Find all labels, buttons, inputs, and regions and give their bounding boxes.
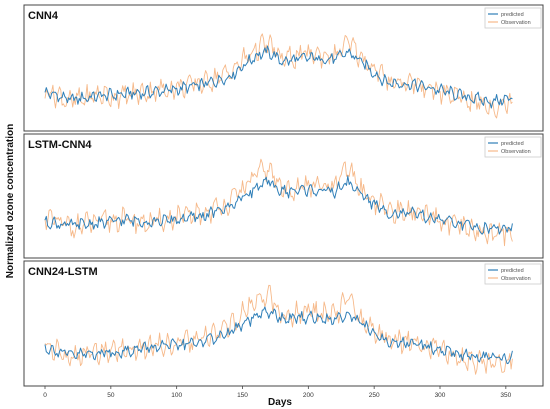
legend-label: Observation <box>501 276 531 282</box>
chart-panel: CNN24-LSTM predicted Observation <box>23 260 544 387</box>
observation-series-line <box>44 33 513 119</box>
legend-box <box>484 7 542 29</box>
x-axis-ticks: 0 50 100 150 200 250 300 350 <box>43 386 512 399</box>
y-axis-label: Normalized ozone concentration <box>5 124 16 278</box>
x-tick-label: 150 <box>237 392 248 399</box>
panel-frame <box>23 260 544 387</box>
chart-panel: LSTM-CNN4 predicted Observation <box>23 133 544 259</box>
panel-title: LSTM-CNN4 <box>28 139 92 151</box>
x-tick-label: 300 <box>435 392 446 399</box>
chart-panels: CNN4 predicted Observation LSTM-CNN4 predict… <box>23 4 544 387</box>
predicted-series-line <box>44 306 513 365</box>
x-tick-label: 100 <box>171 392 182 399</box>
observation-series-line <box>44 158 513 247</box>
panel-frame <box>23 4 544 132</box>
observation-series-line <box>44 284 513 375</box>
chart-panel: CNN4 predicted Observation <box>23 4 544 132</box>
x-tick-label: 350 <box>500 392 511 399</box>
x-axis-label: Days <box>268 397 292 408</box>
panel-title: CNN24-LSTM <box>28 266 98 278</box>
x-tick-label: 0 <box>43 392 47 399</box>
legend-label: predicted <box>501 12 524 18</box>
legend-box <box>484 136 542 158</box>
panel-title: CNN4 <box>28 10 59 22</box>
legend-label: predicted <box>501 141 524 147</box>
x-tick-label: 200 <box>303 392 314 399</box>
predicted-series-line <box>44 175 513 235</box>
x-tick-label: 250 <box>369 392 380 399</box>
predicted-series-line <box>44 45 513 109</box>
legend-box <box>484 263 542 285</box>
legend-label: predicted <box>501 268 524 274</box>
legend-label: Observation <box>501 149 531 155</box>
x-tick-label: 50 <box>107 392 115 399</box>
legend-label: Observation <box>501 20 531 26</box>
